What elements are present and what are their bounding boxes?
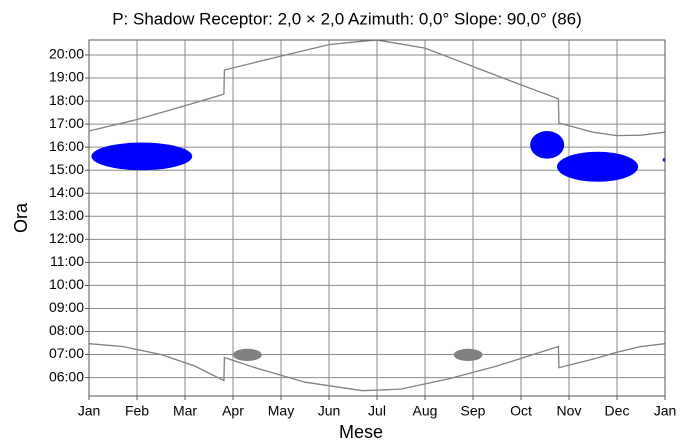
chart-title: P: Shadow Receptor: 2,0 × 2,0 Azimuth: 0… — [112, 9, 582, 28]
x-tick-label: Oct — [510, 403, 532, 419]
shadow-zone — [453, 348, 483, 361]
y-tick-label: 19:00 — [49, 69, 84, 85]
y-tick-label: 18:00 — [49, 92, 84, 108]
shadow-zone — [91, 142, 193, 171]
x-tick-label: Apr — [222, 403, 244, 419]
y-tick-label: 10:00 — [49, 276, 84, 292]
y-tick-label: 08:00 — [49, 322, 84, 338]
y-tick-label: 12:00 — [49, 230, 84, 246]
y-tick-label: 15:00 — [49, 161, 84, 177]
x-tick-label: Nov — [557, 403, 582, 419]
x-tick-label: Aug — [413, 403, 438, 419]
x-tick-label: Jun — [318, 403, 341, 419]
y-tick-label: 17:00 — [49, 115, 84, 131]
x-tick-label: Jan — [654, 403, 677, 419]
plot-area — [89, 40, 665, 396]
y-tick-label: 14:00 — [49, 184, 84, 200]
y-tick-label: 06:00 — [49, 368, 84, 384]
y-tick-label: 11:00 — [50, 253, 84, 269]
y-tick-label: 13:00 — [49, 207, 84, 223]
series-line — [89, 343, 665, 392]
x-tick-label: May — [268, 403, 294, 419]
x-tick-label: Dec — [605, 403, 630, 419]
y-tick-label: 07:00 — [49, 345, 84, 361]
y-tick-label: 20:00 — [49, 46, 84, 62]
y-tick-label: 09:00 — [49, 299, 84, 315]
x-tick-label: Jan — [78, 403, 101, 419]
x-tick-label: Sep — [461, 403, 486, 419]
x-axis-label: Mese — [339, 422, 383, 442]
x-tick-label: Feb — [125, 403, 149, 419]
x-tick-label: Mar — [173, 403, 197, 419]
y-tick-label: 16:00 — [49, 138, 84, 154]
shadow-zone — [233, 348, 262, 361]
series-line — [89, 40, 665, 137]
shadow-zone — [662, 157, 665, 162]
x-tick-label: Jul — [368, 403, 386, 419]
y-axis-label: Ora — [11, 202, 31, 233]
shadow-zone — [557, 151, 639, 182]
shadow-zone — [530, 131, 565, 159]
